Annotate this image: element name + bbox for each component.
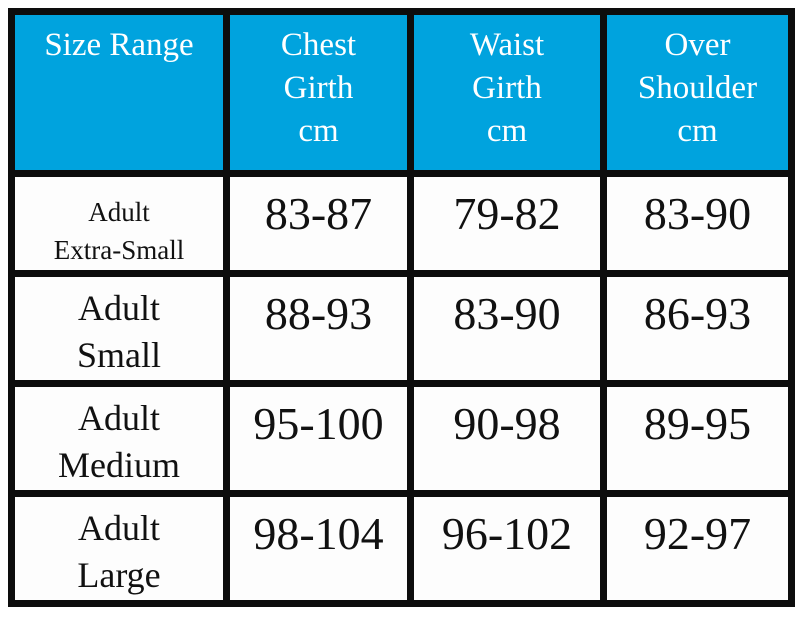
size-chart: Size Range Chest Girth cm Waist Girth cm… [8,8,795,607]
row-label: Adult Medium [8,380,230,497]
row-label-line: Adult [77,508,160,548]
chest-girth-value: 95-100 [223,380,414,497]
header-size-range: Size Range [8,8,230,177]
over-shoulder-value: 86-93 [600,270,795,387]
header-over-shoulder: Over Shoulder cm [600,8,795,177]
over-shoulder-value: 89-95 [600,380,795,497]
waist-girth-value: 79-82 [407,170,607,277]
header-row: Size Range Chest Girth cm Waist Girth cm… [8,8,795,177]
waist-girth-value: 90-98 [407,380,607,497]
header-line: cm [298,113,339,149]
header-line: Waist [469,27,545,63]
header-line: Chest [280,27,357,63]
header-line: Girth [472,70,542,106]
row-label: Adult Extra-Small [8,170,230,277]
row-label-line: Adult [77,288,160,328]
row-label-line: Adult [77,398,160,438]
header-chest-girth: Chest Girth cm [223,8,414,177]
header-line: cm [677,113,718,149]
row-label-line: Medium [58,445,180,485]
table-row-adult-small: Adult Small 88-93 83-90 86-93 [8,270,795,387]
chest-girth-value: 88-93 [223,270,414,387]
waist-girth-value: 96-102 [407,490,607,607]
table-row-adult-extra-small: Adult Extra-Small 83-87 79-82 83-90 [8,170,795,277]
row-label: Adult Large [8,490,230,607]
size-chart-table: Size Range Chest Girth cm Waist Girth cm… [8,8,795,607]
waist-girth-value: 83-90 [407,270,607,387]
header-line: Girth [283,70,354,106]
chest-girth-value: 98-104 [223,490,414,607]
table-row-adult-medium: Adult Medium 95-100 90-98 89-95 [8,380,795,497]
row-label-line: Adult [88,197,150,227]
over-shoulder-value: 83-90 [600,170,795,277]
header-waist-girth: Waist Girth cm [407,8,607,177]
table-row-adult-large: Adult Large 98-104 96-102 92-97 [8,490,795,607]
header-line: cm [486,113,528,149]
row-label-line: Small [76,335,161,375]
row-label-line: Large [77,555,161,595]
over-shoulder-value: 92-97 [600,490,795,607]
chest-girth-value: 83-87 [223,170,414,277]
row-label: Adult Small [8,270,230,387]
row-label-line: Extra-Small [53,235,185,265]
header-line: Over [664,27,731,63]
header-line: Size Range [44,27,194,63]
header-line: Shoulder [637,70,758,106]
